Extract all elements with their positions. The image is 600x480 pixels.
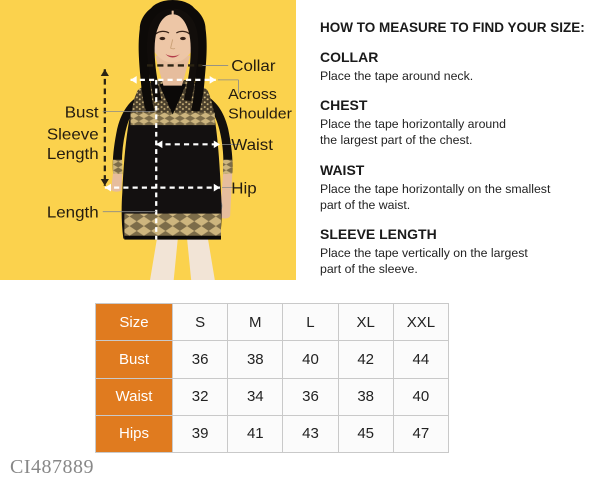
svg-text:Waist: Waist [231, 137, 273, 154]
svg-text:Shoulder: Shoulder [228, 106, 292, 122]
svg-text:Collar: Collar [231, 58, 276, 75]
svg-text:Hip: Hip [231, 180, 256, 197]
svg-text:Length: Length [47, 145, 99, 162]
svg-text:Sleeve: Sleeve [47, 126, 99, 143]
svg-text:Bust: Bust [65, 104, 99, 121]
svg-text:Across: Across [228, 87, 277, 103]
svg-text:Length: Length [47, 204, 99, 221]
